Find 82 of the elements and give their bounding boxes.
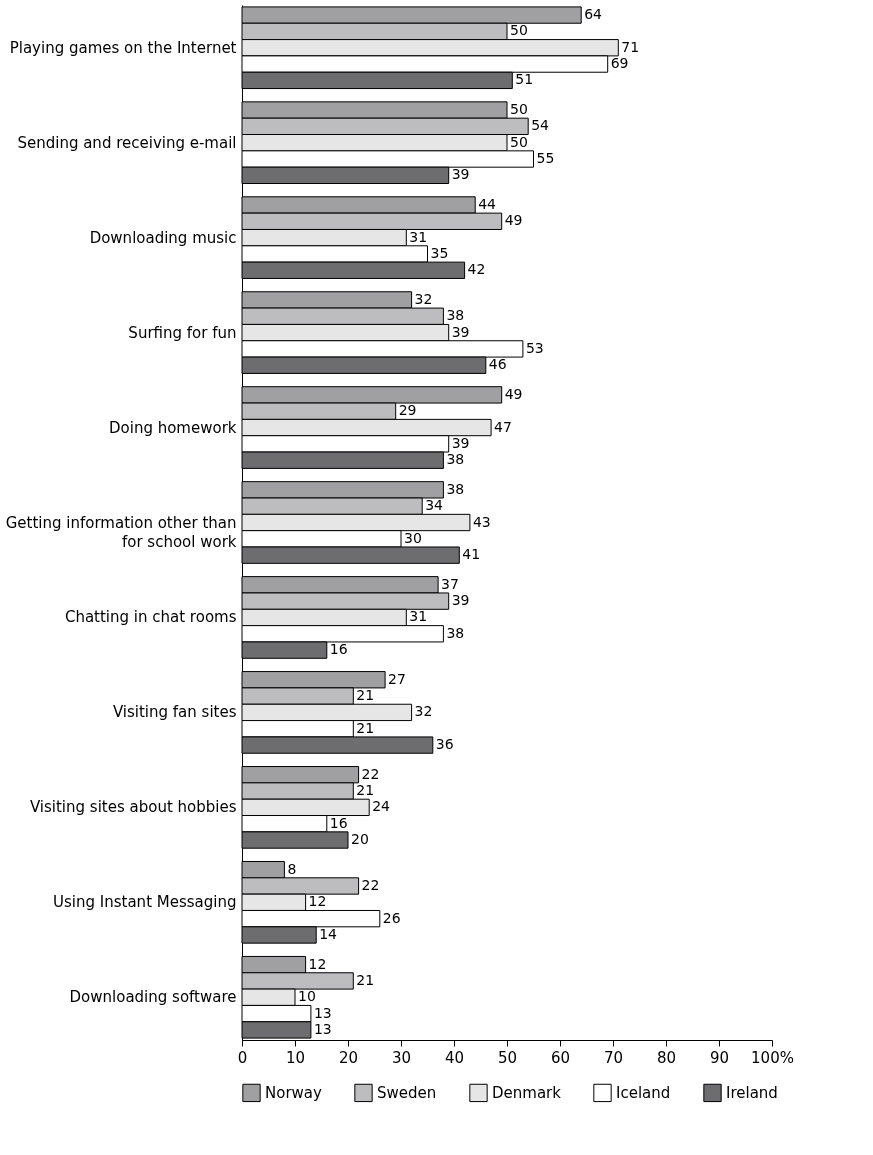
data-label: 41 [462,546,481,563]
y-tick-label: Doing homework [108,418,237,437]
data-label: 64 [584,6,603,23]
data-label: 21 [356,782,375,799]
data-label: 20 [351,831,369,848]
y-tick-label: Chatting in chat rooms [64,608,237,627]
data-label: 50 [510,101,528,118]
data-label: 21 [356,687,375,704]
x-tick-label: 40 [444,1048,465,1067]
y-tick-label: Visiting sites about hobbies [29,798,237,817]
x-tick-label: 0 [237,1048,248,1067]
data-label: 38 [446,624,465,641]
x-tick-label: 50 [497,1048,518,1067]
y-tick-label: Getting information other than for school work [5,513,237,551]
x-tick-label: 30 [391,1048,412,1067]
x-tick-label: 90 [709,1048,730,1067]
legend-label: Denmark [492,1083,562,1102]
y-tick-label: Playing games on the Internet [9,38,237,57]
y-tick-label: Sending and receiving e-mail [17,133,237,152]
data-label: 13 [313,1020,332,1037]
data-label: 69 [610,55,629,72]
legend-label: Norway [265,1083,323,1102]
y-tick-label: Downloading software [69,988,237,1007]
data-label: 35 [430,244,449,261]
data-label: 50 [510,133,528,150]
y-tick-label: Surfing for fun [128,323,237,342]
data-label: 37 [441,575,459,592]
data-label: 71 [621,38,640,55]
data-label: 13 [313,1004,332,1021]
data-label: 31 [409,228,428,245]
data-label: 43 [472,513,491,530]
data-label: 8 [287,860,297,877]
data-label: 38 [446,307,465,324]
data-label: 54 [531,117,550,134]
data-label: 53 [525,339,544,356]
x-tick-label: 10 [285,1048,306,1067]
x-tick-label: 70 [603,1048,624,1067]
data-label: 47 [494,418,512,435]
data-label: 50 [510,22,528,39]
legend-label: Ireland [726,1083,778,1102]
data-label: 22 [361,765,380,782]
data-label: 24 [372,798,391,815]
legend-label: Iceland [616,1083,671,1102]
data-label: 21 [356,971,375,988]
data-label: 26 [382,909,401,926]
data-label: 39 [451,434,470,451]
data-label: 55 [536,150,555,167]
data-label: 12 [308,955,327,972]
data-label: 27 [388,670,406,687]
data-label: 38 [446,451,465,468]
data-label: 32 [414,703,433,720]
x-tick-label: 80 [656,1048,677,1067]
data-label: 10 [298,988,316,1005]
data-label: 39 [451,323,470,340]
data-label: 42 [467,261,486,278]
data-label: 49 [504,212,523,229]
data-label: 30 [404,529,422,546]
data-label: 32 [414,290,433,307]
data-label: 39 [451,592,470,609]
data-label: 49 [504,385,523,402]
data-label: 14 [319,925,338,942]
data-label: 51 [515,71,534,88]
y-tick-label: Visiting fan sites [112,703,237,722]
data-label: 34 [425,497,444,514]
y-tick-label: Downloading music [89,228,237,247]
data-label: 22 [361,876,380,893]
data-label: 16 [329,814,348,831]
data-label: 39 [451,166,470,183]
x-tick-label: 100% [751,1048,794,1067]
data-label: 29 [398,402,417,419]
legend-label: Sweden [377,1083,437,1102]
data-label: 16 [329,641,348,658]
data-label: 44 [478,195,497,212]
data-label: 46 [488,356,507,373]
y-tick-label: Using Instant Messaging [53,893,237,912]
data-label: 31 [409,608,428,625]
data-label: 38 [446,480,465,497]
x-tick-label: 60 [550,1048,571,1067]
data-label: 12 [308,893,327,910]
data-label: 21 [356,719,375,736]
data-label: 36 [435,736,454,753]
x-tick-label: 20 [338,1048,359,1067]
